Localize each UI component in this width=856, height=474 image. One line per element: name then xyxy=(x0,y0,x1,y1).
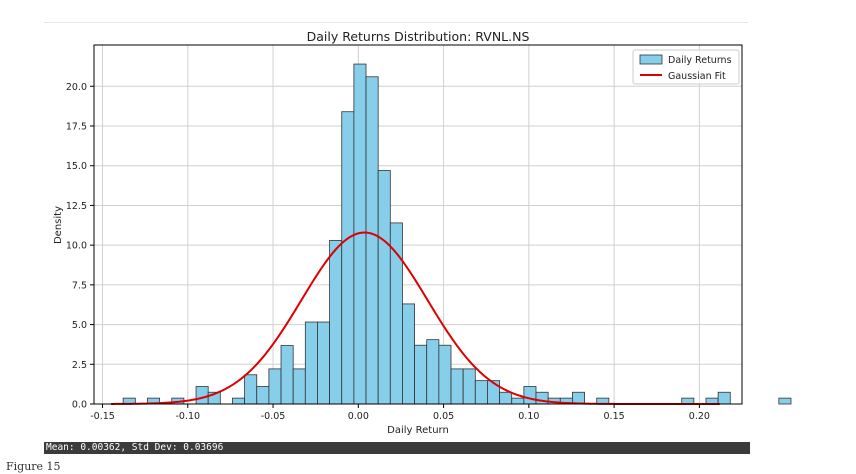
histogram-bar xyxy=(523,386,537,405)
x-axis-ticks: -0.15 -0.10 -0.05 0.00 0.05 0.10 0.15 0.20 xyxy=(90,404,710,422)
histogram-bar xyxy=(487,380,500,405)
histogram-bar xyxy=(474,380,488,405)
x-tick-label: 0.05 xyxy=(433,411,454,422)
histogram-bar xyxy=(377,170,391,405)
x-tick-label: -0.10 xyxy=(175,411,200,422)
legend: Daily Returns Gaussian Fit xyxy=(632,49,740,85)
legend-swatch-daily-returns xyxy=(639,54,663,65)
legend-label-daily-returns: Daily Returns xyxy=(668,55,732,66)
histogram-bar xyxy=(389,222,403,405)
plot-area-frame xyxy=(93,44,743,405)
histogram-bar xyxy=(256,386,270,405)
histogram-bar xyxy=(778,397,792,405)
histogram-bar xyxy=(341,111,355,405)
legend-label-gaussian-fit: Gaussian Fit xyxy=(668,71,726,82)
figure-caption: Figure 15 xyxy=(6,460,61,473)
x-tick-label: 0.15 xyxy=(604,411,625,422)
histogram-bars xyxy=(122,63,792,405)
histogram-bar xyxy=(511,397,525,405)
histogram-bar xyxy=(365,76,379,405)
histogram-bar xyxy=(462,368,476,405)
x-tick-label: 0.00 xyxy=(348,411,369,422)
figure-top-rule xyxy=(44,22,748,23)
x-tick-label: -0.05 xyxy=(261,411,286,422)
histogram-bar xyxy=(232,397,246,405)
y-tick-label: 17.5 xyxy=(66,122,87,133)
histogram-bar xyxy=(450,368,464,405)
chart-title: Daily Returns Distribution: RVNL.NS xyxy=(307,29,530,44)
y-tick-label: 2.5 xyxy=(72,360,87,371)
histogram-bar xyxy=(195,386,209,405)
histogram-bar xyxy=(317,321,330,405)
histogram-bar xyxy=(414,344,428,405)
histogram-bar xyxy=(268,368,282,405)
histogram-bar xyxy=(244,374,258,405)
y-tick-label: 20.0 xyxy=(66,82,87,93)
y-axis-ticks: 0.0 2.5 5.0 7.5 10.0 12.5 15.0 17.5 20.0 xyxy=(66,82,94,411)
histogram-bar xyxy=(438,344,452,405)
histogram-bar xyxy=(280,345,294,405)
histogram-bar xyxy=(402,303,415,405)
x-tick-label: 0.20 xyxy=(689,411,710,422)
x-axis-label: Daily Return xyxy=(387,425,449,436)
x-tick-label: -0.15 xyxy=(90,411,115,422)
y-tick-label: 7.5 xyxy=(72,280,87,291)
y-axis-label: Density xyxy=(53,206,64,244)
x-tick-label: 0.10 xyxy=(518,411,539,422)
y-tick-label: 10.0 xyxy=(66,241,87,252)
histogram-bar xyxy=(329,239,343,405)
histogram-bar xyxy=(426,339,440,405)
histogram-bar xyxy=(572,391,585,405)
histogram-bar xyxy=(304,321,318,405)
grid xyxy=(94,45,742,405)
stats-status-bar: Mean: 0.00362, Std Dev: 0.03696 xyxy=(44,442,750,454)
histogram-bar xyxy=(499,391,513,405)
y-tick-label: 15.0 xyxy=(66,161,87,172)
y-tick-label: 12.5 xyxy=(66,201,87,212)
y-tick-label: 5.0 xyxy=(72,320,87,331)
histogram-bar xyxy=(717,391,731,405)
histogram-bar xyxy=(292,368,306,405)
y-tick-label: 0.0 xyxy=(72,400,87,411)
